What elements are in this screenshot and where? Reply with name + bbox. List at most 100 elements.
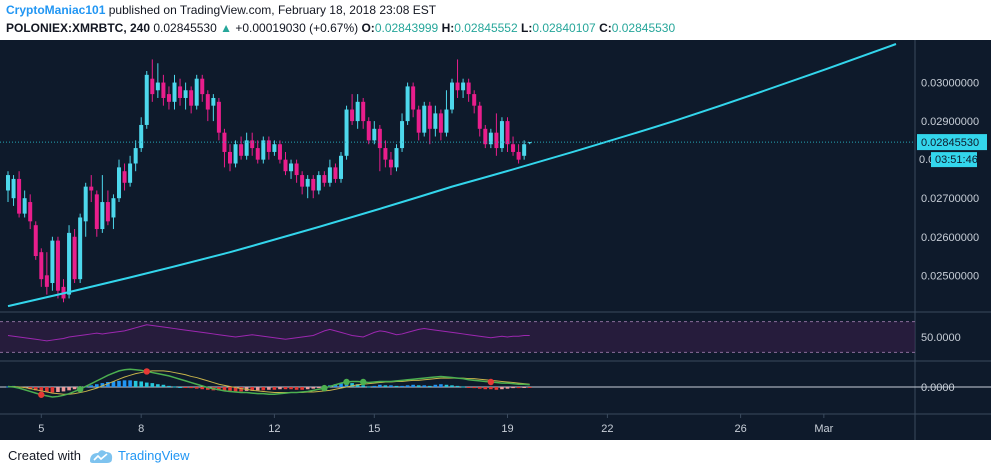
macd-histogram-bar (178, 387, 182, 388)
candle (477, 105, 482, 129)
macd-histogram-bar (428, 385, 432, 387)
candle (255, 148, 260, 160)
macd-signal-slow-line (8, 370, 530, 395)
macd-histogram-bar (283, 387, 288, 390)
macd-histogram-bar (172, 386, 177, 388)
macd-histogram-bar (250, 387, 254, 391)
close-value: 0.02845530 (611, 21, 676, 35)
macd-cross-up-marker (343, 378, 350, 386)
x-tick-label: 19 (501, 423, 513, 435)
ohlc-line: POLONIEX:XMRBTC, 240 0.02845530 ▲ +0.000… (6, 21, 675, 35)
candle (516, 151, 521, 160)
footer: Created with TradingView (0, 440, 991, 472)
macd-histogram-bar (45, 387, 49, 392)
macd-histogram-bar (450, 385, 454, 387)
candle (183, 90, 188, 98)
macd-histogram-bar (167, 385, 171, 387)
candle (105, 202, 110, 222)
price-axis-label: 0.03000000 (921, 78, 979, 90)
macd-histogram-bar (489, 387, 493, 390)
macd-histogram-bar (416, 385, 421, 387)
macd-cross-down-marker (487, 378, 495, 386)
macd-histogram-bar (95, 384, 99, 387)
candle (405, 86, 410, 122)
macd-histogram-bar (500, 387, 504, 390)
candle (133, 148, 138, 164)
created-with-text: Created with (8, 448, 81, 463)
high-label: H: (441, 21, 455, 35)
macd-histogram-bar (117, 380, 121, 387)
open-label: O: (361, 21, 375, 35)
macd-histogram-bar (439, 384, 443, 387)
candle (39, 252, 44, 280)
candle (394, 148, 399, 168)
macd-histogram-bar (511, 387, 515, 389)
candle (350, 109, 355, 122)
candle (344, 109, 349, 156)
candle (122, 171, 127, 183)
candle (383, 148, 388, 160)
candle (361, 101, 366, 122)
candle (155, 82, 160, 91)
macd-histogram-bar (361, 385, 365, 387)
candle (438, 113, 443, 133)
macd-histogram-bar (100, 383, 105, 387)
candle (461, 82, 466, 91)
candle (488, 132, 493, 145)
macd-line (7, 368, 530, 398)
rsi-band (0, 321, 915, 353)
rsi-line (7, 324, 530, 342)
macd-histogram-bar (455, 385, 460, 387)
macd-histogram-group (6, 380, 532, 393)
macd-histogram-bar (383, 385, 388, 387)
x-tick-label: Mar (814, 423, 833, 435)
chart-area[interactable]: 0.03000000 0.02900000 0.02700000 0.02600000… (0, 40, 991, 440)
macd-histogram-bar (106, 382, 110, 387)
macd-histogram-bar (300, 387, 304, 390)
macd-histogram-bar (239, 387, 243, 392)
candle (311, 178, 316, 191)
chart-svg[interactable]: 0.03000000 0.02900000 0.02700000 0.02600000… (0, 40, 991, 440)
candle (228, 151, 232, 164)
macd-histogram-bar (133, 380, 138, 387)
macd-histogram-bar (144, 382, 149, 387)
author-link[interactable]: CryptoManiac101 (6, 3, 106, 17)
tradingview-logo-icon[interactable] (88, 447, 114, 465)
candle (316, 175, 321, 191)
candle (67, 232, 72, 295)
macd-histogram-bar (505, 387, 510, 389)
candle (178, 86, 183, 98)
macd-histogram-bar (122, 380, 127, 387)
candle (416, 109, 421, 133)
close-label: C: (599, 21, 612, 35)
candle (355, 101, 360, 122)
macd-histogram-bar (400, 385, 404, 387)
macd-cross-up-marker (360, 378, 367, 386)
macd-histogram-bar (433, 384, 438, 387)
x-tick-label: 5 (38, 423, 44, 435)
macd-histogram-bar (56, 387, 60, 392)
macd-histogram-bar (161, 384, 166, 387)
candle (472, 94, 477, 106)
candle (128, 163, 133, 183)
x-tick-label: 22 (601, 423, 613, 435)
candle (189, 90, 194, 106)
candle (450, 82, 454, 110)
macd-histogram-bar (28, 387, 32, 390)
candle (22, 198, 27, 214)
macd-histogram-bar (289, 387, 293, 390)
macd-cross-down-marker (143, 368, 150, 375)
symbol-label: POLONIEX:XMRBTC, 240 (6, 21, 151, 35)
candle (111, 198, 116, 218)
countdown-badge (931, 152, 977, 168)
macd-histogram-bar (194, 387, 199, 389)
macd-histogram-bar (200, 387, 205, 390)
candle (277, 144, 282, 160)
candle (117, 167, 121, 199)
candle (427, 105, 432, 129)
candle (466, 82, 471, 95)
candle (294, 163, 299, 176)
macd-histogram-bar (317, 387, 321, 389)
macd-histogram-bar (222, 387, 227, 391)
tradingview-brand[interactable]: TradingView (118, 448, 190, 463)
